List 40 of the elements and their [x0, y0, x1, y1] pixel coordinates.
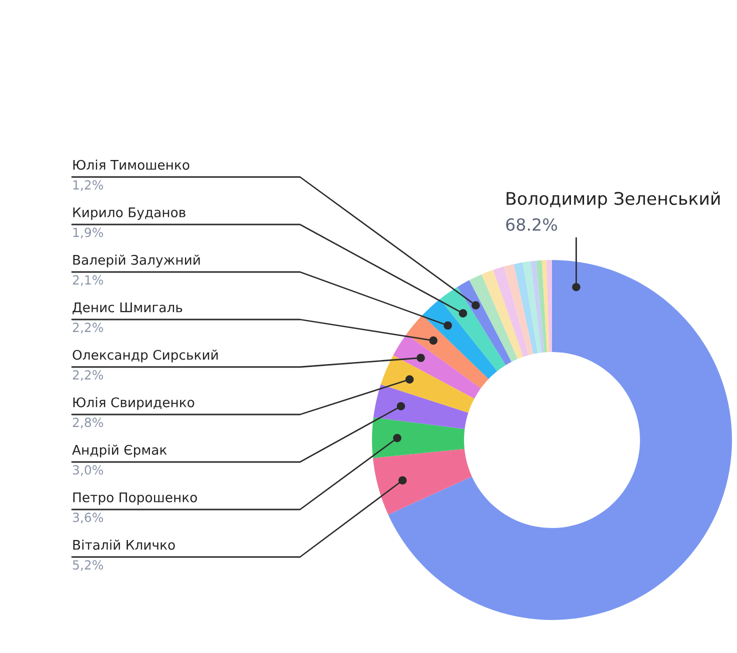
data-label: 68.2%: [506, 218, 558, 231]
donut-slice: [372, 417, 465, 458]
slice-label: Валерій Залужний: [73, 254, 200, 268]
donut-slice: [504, 264, 534, 356]
data-label: 2,2%: [72, 322, 104, 334]
donut-slice: [372, 448, 472, 515]
donut-slice: [536, 260, 548, 352]
donut-slice: [406, 315, 489, 388]
donut-slice: [469, 274, 518, 362]
donut-slice: [482, 270, 524, 360]
data-label: 2,1%: [72, 275, 104, 286]
slice-label: Кирило Буданов: [73, 208, 186, 220]
donut-slice: [546, 260, 552, 352]
data-label: 2,8%: [72, 418, 104, 428]
slice-label: Володимир Зеленський: [506, 192, 720, 208]
donut-slice: [393, 334, 481, 399]
data-label: 5,2%: [72, 560, 104, 571]
donut-slice: [457, 280, 512, 366]
slice-label: Андрій Єрмак: [72, 444, 167, 458]
donut-slice: [514, 262, 538, 354]
data-label: 1,2%: [73, 180, 104, 191]
donut-slice: [522, 261, 542, 354]
slice-label: Юлія Свириденко: [73, 397, 194, 410]
slice-label: Денис Шмигаль: [72, 302, 182, 314]
donut-slice: [530, 260, 544, 353]
slice-label: Олександр Сирський: [72, 350, 218, 362]
slice-label: Віталій Кличко: [73, 540, 175, 550]
slice-label: Юлія Тимошенко: [73, 160, 190, 170]
data-label: 2,2%: [72, 370, 104, 381]
slice-label: Петро Порошенко: [73, 492, 197, 505]
donut-slice: [493, 266, 529, 357]
data-label: 1,9%: [73, 228, 104, 238]
data-label: 3,0%: [72, 465, 104, 476]
data-label: 3,6%: [72, 512, 104, 524]
donut-slice: [422, 299, 498, 379]
donut-slice: [440, 286, 506, 372]
donut-slice: [388, 260, 732, 620]
donut-slice: [373, 384, 468, 429]
donut-slice: [380, 355, 474, 413]
donut-slice: [542, 260, 550, 352]
